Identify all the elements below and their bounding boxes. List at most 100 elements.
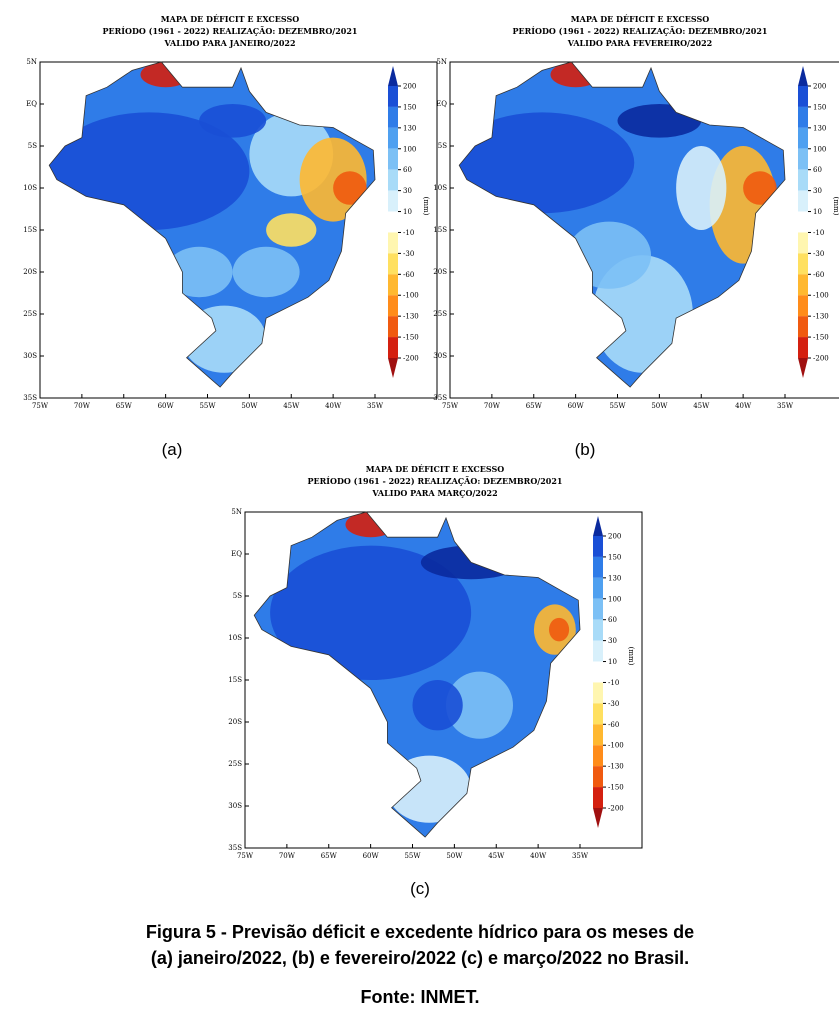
anomaly-area: [182, 305, 267, 373]
colorbar-segment: [593, 703, 603, 725]
y-tick-label: 15S: [228, 676, 242, 684]
anomaly-area: [549, 617, 570, 642]
x-tick-label: 60W: [568, 402, 585, 410]
colorbar-label: 200: [813, 83, 826, 91]
anomaly-area: [270, 545, 472, 680]
colorbar-segment: [593, 682, 603, 704]
colorbar-unit: (mm): [832, 197, 839, 216]
colorbar-label: -100: [813, 292, 829, 300]
colorbar-segment: [798, 127, 808, 149]
map-valid: VALIDO PARA JANEIRO/2022: [163, 38, 295, 48]
colorbar-label: -130: [608, 763, 624, 771]
colorbar-end: [593, 516, 603, 536]
colorbar-segment: [593, 598, 603, 620]
colorbar-label: 100: [813, 145, 826, 153]
brazil-outline: [253, 511, 581, 838]
colorbar-label: -200: [813, 355, 829, 363]
colorbar-label: 10: [608, 658, 617, 666]
colorbar-label: 200: [403, 83, 416, 91]
colorbar-segment: [798, 274, 808, 296]
x-tick-label: 40W: [530, 852, 547, 860]
y-tick-label: 5N: [231, 508, 242, 516]
colorbar-segment: [593, 724, 603, 746]
colorbar-label: 150: [608, 553, 621, 561]
y-tick-label: 15S: [433, 226, 447, 234]
brazil: [459, 62, 785, 388]
colorbar-segment: [593, 556, 603, 578]
colorbar-segment: [593, 619, 603, 641]
y-tick-label: 35S: [228, 844, 242, 852]
colorbar-segment: [593, 661, 603, 683]
colorbar-label: 150: [813, 103, 826, 111]
brazil-outline: [458, 61, 786, 388]
colorbar-label: -150: [813, 334, 829, 342]
colorbar-segment: [593, 536, 603, 557]
colorbar-label: -10: [608, 679, 619, 687]
map-subtitle: PERÍODO (1961 - 2022) REALIZAÇÃO: DEZEMB…: [103, 26, 358, 36]
colorbar-label: 130: [813, 124, 826, 132]
colorbar-label: -10: [403, 229, 414, 237]
colorbar-label: 60: [608, 616, 617, 624]
colorbar-end: [388, 358, 398, 378]
colorbar-label: -30: [813, 250, 824, 258]
panel-label: (c): [410, 879, 430, 898]
colorbar-label: -100: [608, 742, 624, 750]
map-subtitle: PERÍODO (1961 - 2022) REALIZAÇÃO: DEZEMB…: [513, 26, 768, 36]
anomaly-area: [387, 755, 472, 823]
source: Fonte: INMET.: [361, 987, 480, 1007]
anomaly-area: [617, 104, 702, 138]
colorbar-label: -30: [608, 700, 619, 708]
colorbar-end: [798, 66, 808, 86]
caption-line: Figura 5 - Previsão déficit e excedente …: [146, 922, 694, 942]
y-tick-label: EQ: [26, 100, 37, 108]
x-tick-label: 45W: [283, 402, 300, 410]
x-tick-label: 75W: [442, 402, 459, 410]
map-valid: VALIDO PARA MARÇO/2022: [371, 488, 497, 498]
colorbar-segment: [388, 253, 398, 275]
x-tick-label: 70W: [279, 852, 296, 860]
colorbar-segment: [798, 86, 808, 107]
colorbar-label: -10: [813, 229, 824, 237]
panel-label: (b): [575, 440, 596, 459]
colorbar-end: [798, 358, 808, 378]
colorbar-label: 10: [813, 208, 822, 216]
x-tick-label: 65W: [321, 852, 338, 860]
colorbar-label: 30: [813, 187, 822, 195]
colorbar-segment: [593, 787, 603, 808]
x-tick-label: 35W: [572, 852, 589, 860]
colorbar-label: -200: [608, 805, 624, 813]
colorbar-segment: [798, 148, 808, 170]
map-panel: MAPA DE DÉFICIT E EXCESSO PERÍODO (1961 -…: [228, 464, 643, 898]
y-tick-label: 20S: [23, 268, 37, 276]
y-tick-label: 25S: [23, 310, 37, 318]
y-tick-label: 20S: [228, 718, 242, 726]
colorbar-label: -130: [813, 313, 829, 321]
colorbar-label: -150: [403, 334, 419, 342]
colorbar-label: 100: [608, 595, 621, 603]
colorbar-segment: [388, 295, 398, 317]
colorbar-label: -100: [403, 292, 419, 300]
y-tick-label: 10S: [228, 634, 242, 642]
x-tick-label: 35W: [367, 402, 384, 410]
colorbar-segment: [593, 745, 603, 767]
colorbar-end: [593, 808, 603, 828]
colorbar-segment: [388, 127, 398, 149]
brazil: [254, 512, 580, 838]
colorbar-segment: [798, 253, 808, 275]
x-tick-label: 50W: [241, 402, 258, 410]
colorbar-label: 60: [813, 166, 822, 174]
colorbar-segment: [388, 274, 398, 296]
map-title: MAPA DE DÉFICIT E EXCESSO: [161, 14, 300, 24]
colorbar-unit: (mm): [627, 647, 635, 666]
colorbar-segment: [388, 190, 398, 212]
y-tick-label: EQ: [436, 100, 447, 108]
colorbar-segment: [388, 211, 398, 233]
colorbar-label: -60: [608, 721, 619, 729]
colorbar-label: 200: [608, 533, 621, 541]
x-tick-label: 45W: [488, 852, 505, 860]
x-tick-label: 40W: [735, 402, 752, 410]
x-tick-label: 75W: [237, 852, 254, 860]
x-tick-label: 55W: [404, 852, 421, 860]
caption-line: (a) janeiro/2022, (b) e fevereiro/2022 (…: [151, 948, 689, 968]
colorbar-segment: [798, 169, 808, 191]
